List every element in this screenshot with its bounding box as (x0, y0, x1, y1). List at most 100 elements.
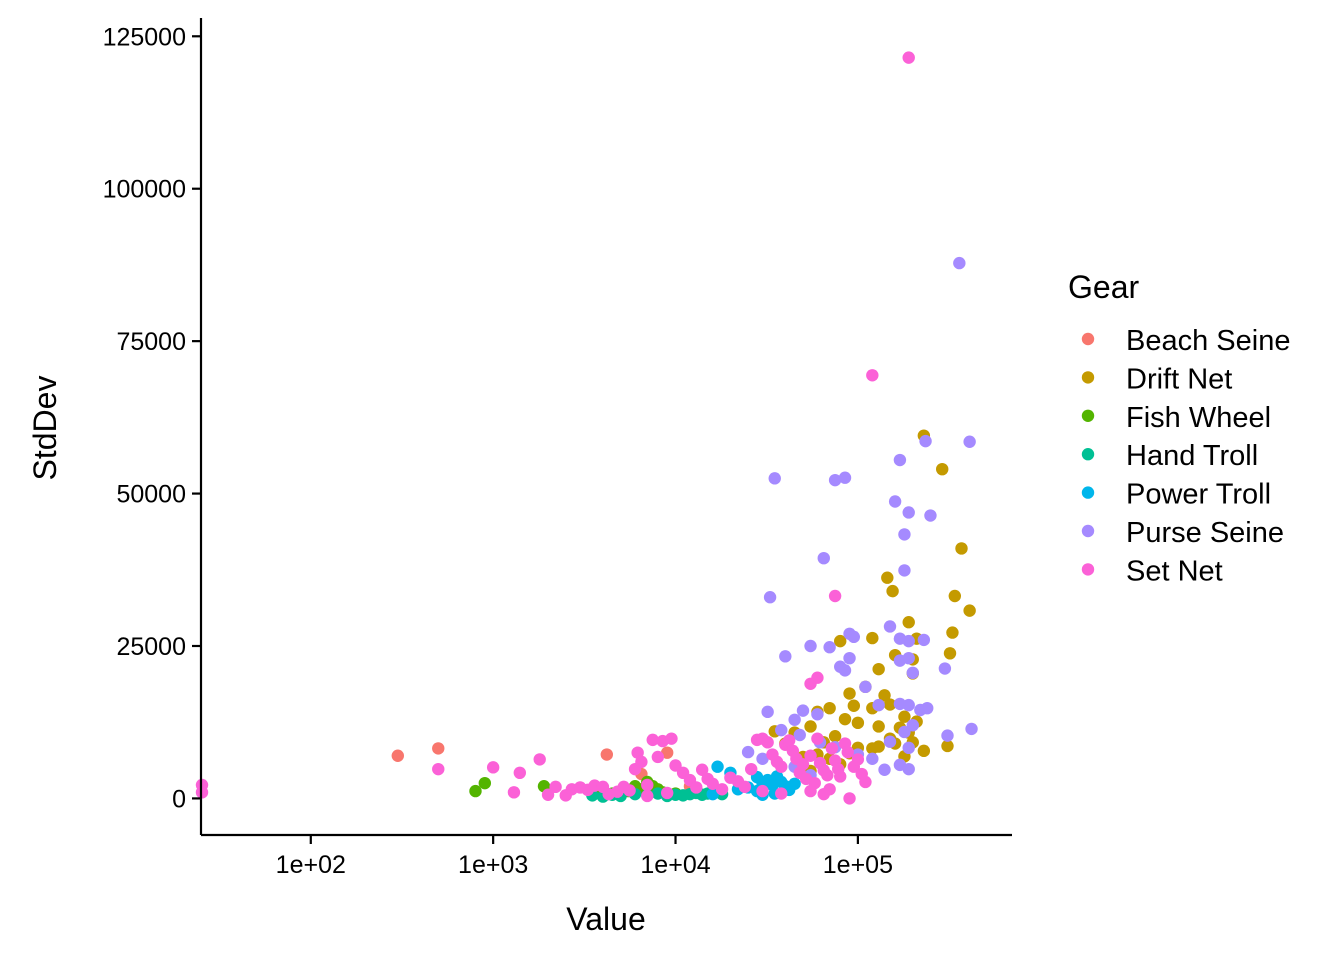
legend-label-set-net: Set Net (1126, 555, 1223, 587)
legend-label-beach-seine: Beach Seine (1126, 325, 1290, 357)
point-fish-wheel (478, 776, 492, 790)
point-purse-seine (902, 762, 915, 776)
point-purse-seine (859, 680, 872, 694)
point-drift-net (838, 712, 852, 726)
point-set-net (651, 750, 665, 764)
point-purse-seine (811, 708, 824, 721)
point-drift-net (872, 740, 885, 753)
legend-key-set-net (1081, 563, 1095, 576)
point-set-net (744, 762, 758, 776)
point-purse-seine (906, 719, 919, 732)
point-drift-net (847, 699, 861, 712)
point-purse-seine (893, 654, 907, 667)
x-tick-label: 1e+05 (823, 851, 893, 879)
point-purse-seine (804, 639, 817, 653)
point-purse-seine (965, 722, 978, 736)
point-purse-seine (768, 472, 781, 485)
legend-label-drift-net: Drift Net (1126, 363, 1232, 395)
legend-key-drift-net (1081, 371, 1095, 384)
y-tick-label: 50000 (116, 481, 186, 509)
point-set-net (902, 51, 915, 64)
point-set-net (828, 589, 842, 603)
point-set-net (706, 777, 719, 790)
point-set-net (549, 780, 562, 794)
point-purse-seine (924, 509, 937, 522)
y-tick-label: 125000 (103, 23, 186, 51)
point-hand-troll (651, 787, 665, 800)
point-set-net (715, 783, 729, 796)
point-set-net (841, 745, 854, 759)
point-set-net (432, 762, 445, 776)
point-set-net (513, 766, 527, 780)
point-purse-seine (817, 551, 830, 565)
point-beach-seine (432, 742, 445, 755)
point-purse-seine (872, 698, 885, 712)
point-drift-net (946, 626, 959, 639)
point-drift-net (963, 604, 976, 617)
legend-key-hand-troll (1081, 448, 1095, 461)
point-power-troll (706, 787, 719, 801)
point-purse-seine (902, 634, 915, 648)
point-set-net (782, 734, 796, 747)
point-purse-seine (919, 434, 932, 448)
point-purse-seine (888, 495, 902, 508)
point-purse-seine (902, 698, 915, 712)
y-tick-label: 25000 (116, 633, 186, 661)
point-purse-seine (838, 471, 852, 484)
point-set-net (859, 775, 872, 789)
point-drift-net (872, 662, 885, 676)
point-beach-seine (660, 746, 674, 759)
point-drift-net (943, 647, 957, 660)
point-purse-seine (878, 763, 891, 776)
point-purse-seine (938, 662, 952, 675)
point-set-net (775, 787, 788, 800)
point-drift-net (834, 634, 847, 648)
legend-key-beach-seine (1081, 332, 1095, 346)
point-purse-seine (828, 473, 842, 487)
point-purse-seine (883, 735, 897, 748)
point-drift-net (902, 616, 915, 629)
point-drift-net (881, 571, 894, 584)
legend-title: Gear (1068, 269, 1139, 305)
point-set-net (821, 769, 834, 782)
legend-key-purse-seine (1081, 524, 1095, 538)
point-purse-seine (788, 713, 801, 726)
point-purse-seine (866, 752, 879, 765)
y-tick-label: 0 (172, 785, 186, 813)
point-set-net (804, 677, 817, 690)
point-set-net (851, 753, 865, 766)
point-set-net (623, 784, 636, 797)
point-set-net (690, 781, 703, 794)
point-drift-net (917, 744, 931, 758)
x-tick-label: 1e+04 (640, 851, 710, 879)
point-set-net (738, 780, 752, 794)
point-drift-net (883, 698, 897, 711)
point-purse-seine (898, 725, 911, 739)
legend-label-fish-wheel: Fish Wheel (1126, 402, 1271, 434)
point-purse-seine (898, 528, 911, 541)
point-purse-seine (779, 650, 792, 663)
point-set-net (775, 760, 788, 773)
point-set-net (804, 749, 817, 762)
point-set-net (866, 369, 879, 382)
point-power-troll (711, 760, 724, 773)
point-set-net (660, 786, 674, 800)
data-points (195, 51, 978, 805)
point-purse-seine (902, 506, 915, 519)
point-drift-net (828, 730, 842, 743)
legend-label-purse-seine: Purse Seine (1126, 517, 1284, 549)
point-drift-net (936, 462, 949, 476)
point-purse-seine (756, 752, 769, 765)
point-beach-seine (600, 748, 614, 761)
legend-key-power-troll (1081, 486, 1095, 499)
point-purse-seine (796, 704, 810, 717)
point-purse-seine (843, 651, 856, 665)
point-set-net (834, 770, 847, 783)
y-axis-title: StdDev (27, 376, 63, 481)
legend-key-fish-wheel (1081, 409, 1095, 422)
point-drift-net (898, 710, 911, 723)
point-set-net (635, 755, 648, 769)
point-purse-seine (793, 728, 806, 742)
point-drift-net (955, 542, 968, 555)
